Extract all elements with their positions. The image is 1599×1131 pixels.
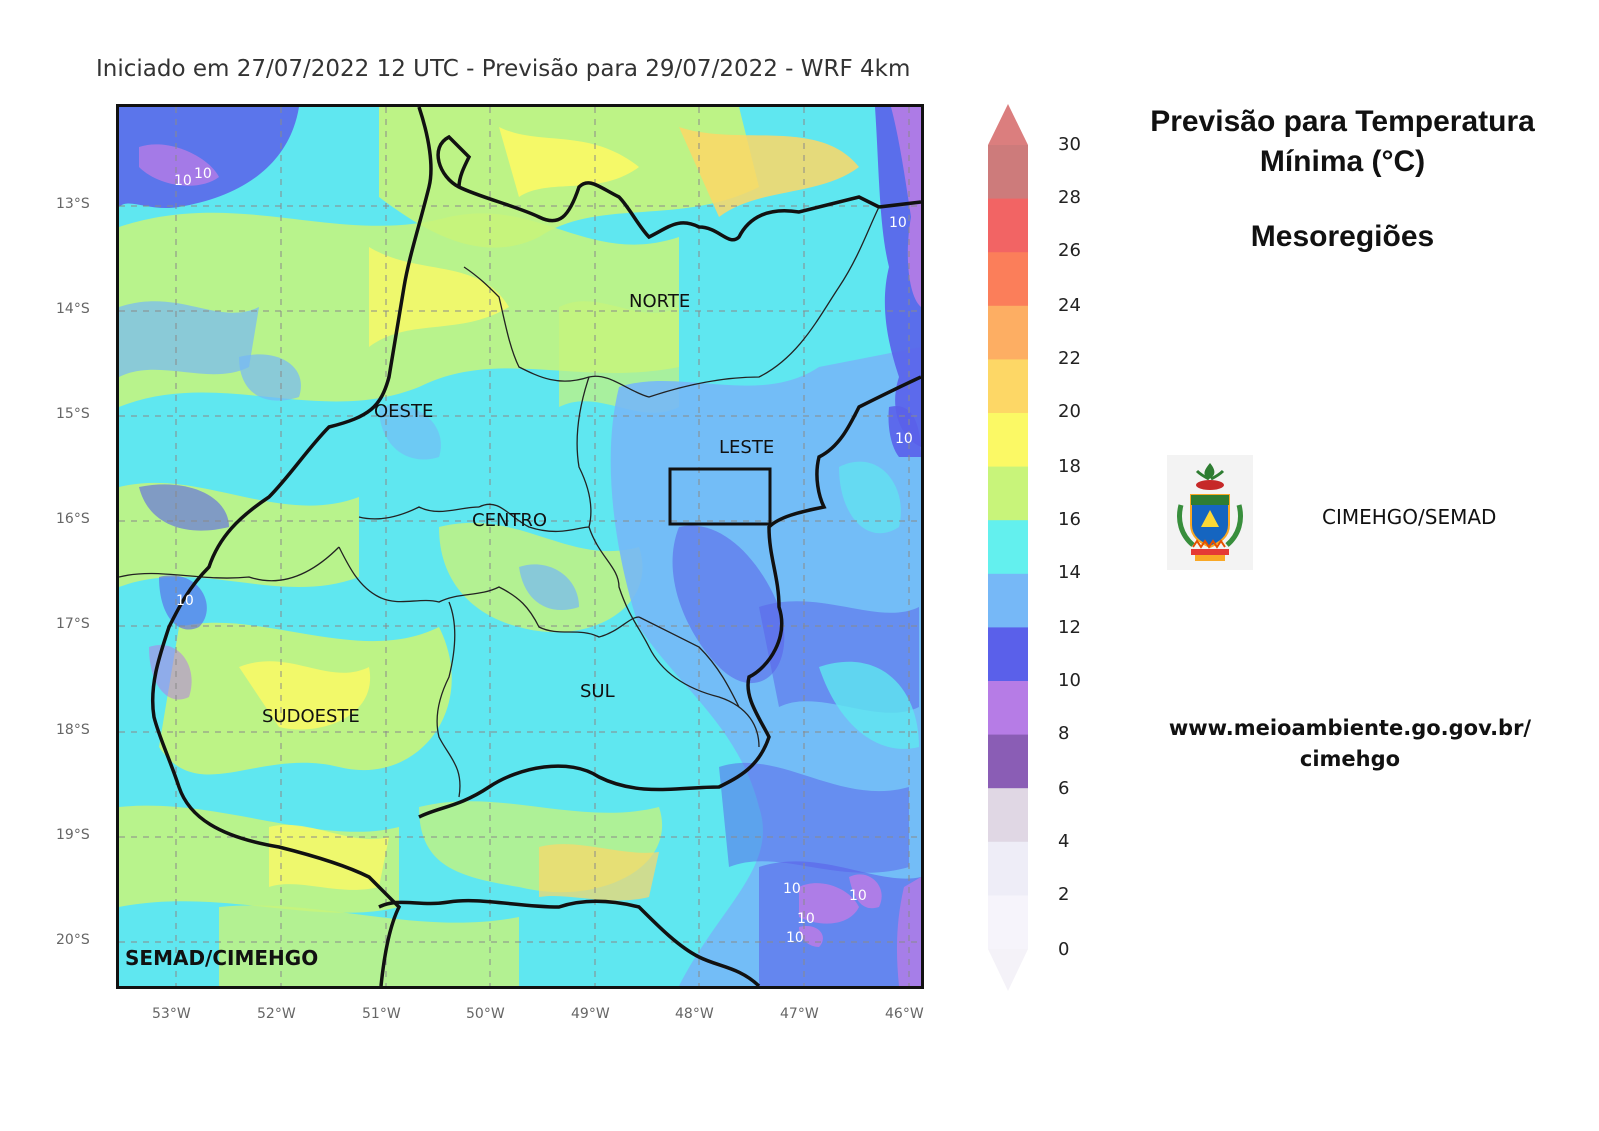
colorbar-label: 22 [1058, 348, 1081, 369]
isotherm-label: 10 [895, 431, 913, 447]
state-border [150, 107, 921, 986]
colorbar-label: 10 [1058, 670, 1081, 691]
temperature-map: NORTE OESTE LESTE CENTRO SUL SUDOESTE 10… [116, 104, 924, 989]
region-label-sul: SUL [580, 681, 615, 702]
website-line-1[interactable]: www.meioambiente.go.gov.br/ [1168, 716, 1532, 740]
website-url[interactable]: www.meioambiente.go.gov.br/ cimehgo [1150, 713, 1550, 775]
region-label-leste: LESTE [719, 437, 775, 458]
colorbar-bottom-arrow [988, 949, 1028, 991]
colorbar-label: 8 [1058, 723, 1070, 744]
isotherm-label: 10 [194, 166, 212, 182]
mesoregion-borders [119, 206, 880, 798]
lon-tick-label: 47°W [780, 1006, 819, 1022]
isotherm-label: 10 [797, 911, 815, 927]
colorbar-segment [988, 573, 1028, 628]
isotherm-label: 10 [174, 173, 192, 189]
lat-tick-label: 19°S [56, 827, 90, 843]
colorbar-label: 30 [1058, 134, 1081, 155]
colorbar-segment [988, 841, 1028, 896]
run-title: Iniciado em 27/07/2022 12 UTC - Previsão… [96, 56, 911, 82]
colorbar-segment [988, 252, 1028, 307]
colorbar-segment [988, 520, 1028, 575]
colorbar-label: 6 [1058, 778, 1070, 799]
colorbar-segment [988, 198, 1028, 253]
panel-subtitle: Mesoregiões [1250, 220, 1435, 253]
colorbar-top-arrow [988, 104, 1028, 145]
colorbar-segment [988, 145, 1028, 200]
colorbar-segment [988, 413, 1028, 468]
colorbar-segment [988, 359, 1028, 414]
colorbar-segment [988, 305, 1028, 360]
map-canvas [119, 107, 921, 986]
lon-tick-label: 53°W [152, 1006, 191, 1022]
agency-name: CIMEHGO/SEMAD [1322, 505, 1497, 529]
isotherm-label: 10 [889, 215, 907, 231]
highlight-box [668, 467, 772, 526]
colorbar-label: 18 [1058, 456, 1081, 477]
colorbar-label: 28 [1058, 187, 1081, 208]
colorbar-label: 20 [1058, 401, 1081, 422]
lat-tick-label: 18°S [56, 722, 90, 738]
isotherm-label: 10 [786, 930, 804, 946]
map-watermark: SEMAD/CIMEHGO [125, 946, 319, 970]
lon-tick-label: 51°W [362, 1006, 401, 1022]
colorbar-label: 24 [1058, 295, 1081, 316]
colorbar-label: 16 [1058, 509, 1081, 530]
colorbar-label: 2 [1058, 884, 1070, 905]
lon-tick-label: 52°W [257, 1006, 296, 1022]
lat-tick-label: 15°S [56, 406, 90, 422]
colorbar-segment [988, 895, 1028, 950]
region-label-centro: CENTRO [472, 510, 548, 531]
colorbar [988, 104, 1028, 991]
colorbar-segment [988, 734, 1028, 789]
temperature-field [119, 107, 921, 986]
lon-tick-label: 48°W [675, 1006, 714, 1022]
region-label-oeste: OESTE [374, 401, 434, 422]
lon-tick-label: 46°W [885, 1006, 924, 1022]
colorbar-label: 4 [1058, 831, 1070, 852]
colorbar-segment [988, 681, 1028, 736]
colorbar-label: 26 [1058, 240, 1081, 261]
lon-tick-label: 50°W [466, 1006, 505, 1022]
colorbar-segment [988, 627, 1028, 682]
colorbar-label: 0 [1058, 939, 1070, 960]
isotherm-label: 10 [176, 593, 194, 609]
isotherm-label: 10 [783, 881, 801, 897]
colorbar-label: 12 [1058, 617, 1081, 638]
state-emblem-logo [1167, 455, 1253, 570]
region-label-norte: NORTE [629, 291, 691, 312]
lat-tick-label: 16°S [56, 511, 90, 527]
colorbar-segment [988, 466, 1028, 521]
colorbar-segment [988, 788, 1028, 843]
panel-title: Previsão para Temperatura Mínima (°C) [1150, 105, 1535, 178]
lon-tick-label: 49°W [571, 1006, 610, 1022]
website-line-2[interactable]: cimehgo [1299, 747, 1401, 771]
lat-tick-label: 17°S [56, 616, 90, 632]
lat-tick-label: 14°S [56, 301, 90, 317]
lat-tick-label: 20°S [56, 932, 90, 948]
region-label-sudoeste: SUDOESTE [262, 706, 360, 727]
isotherm-label: 10 [849, 888, 867, 904]
colorbar-label: 14 [1058, 562, 1081, 583]
lat-tick-label: 13°S [56, 196, 90, 212]
